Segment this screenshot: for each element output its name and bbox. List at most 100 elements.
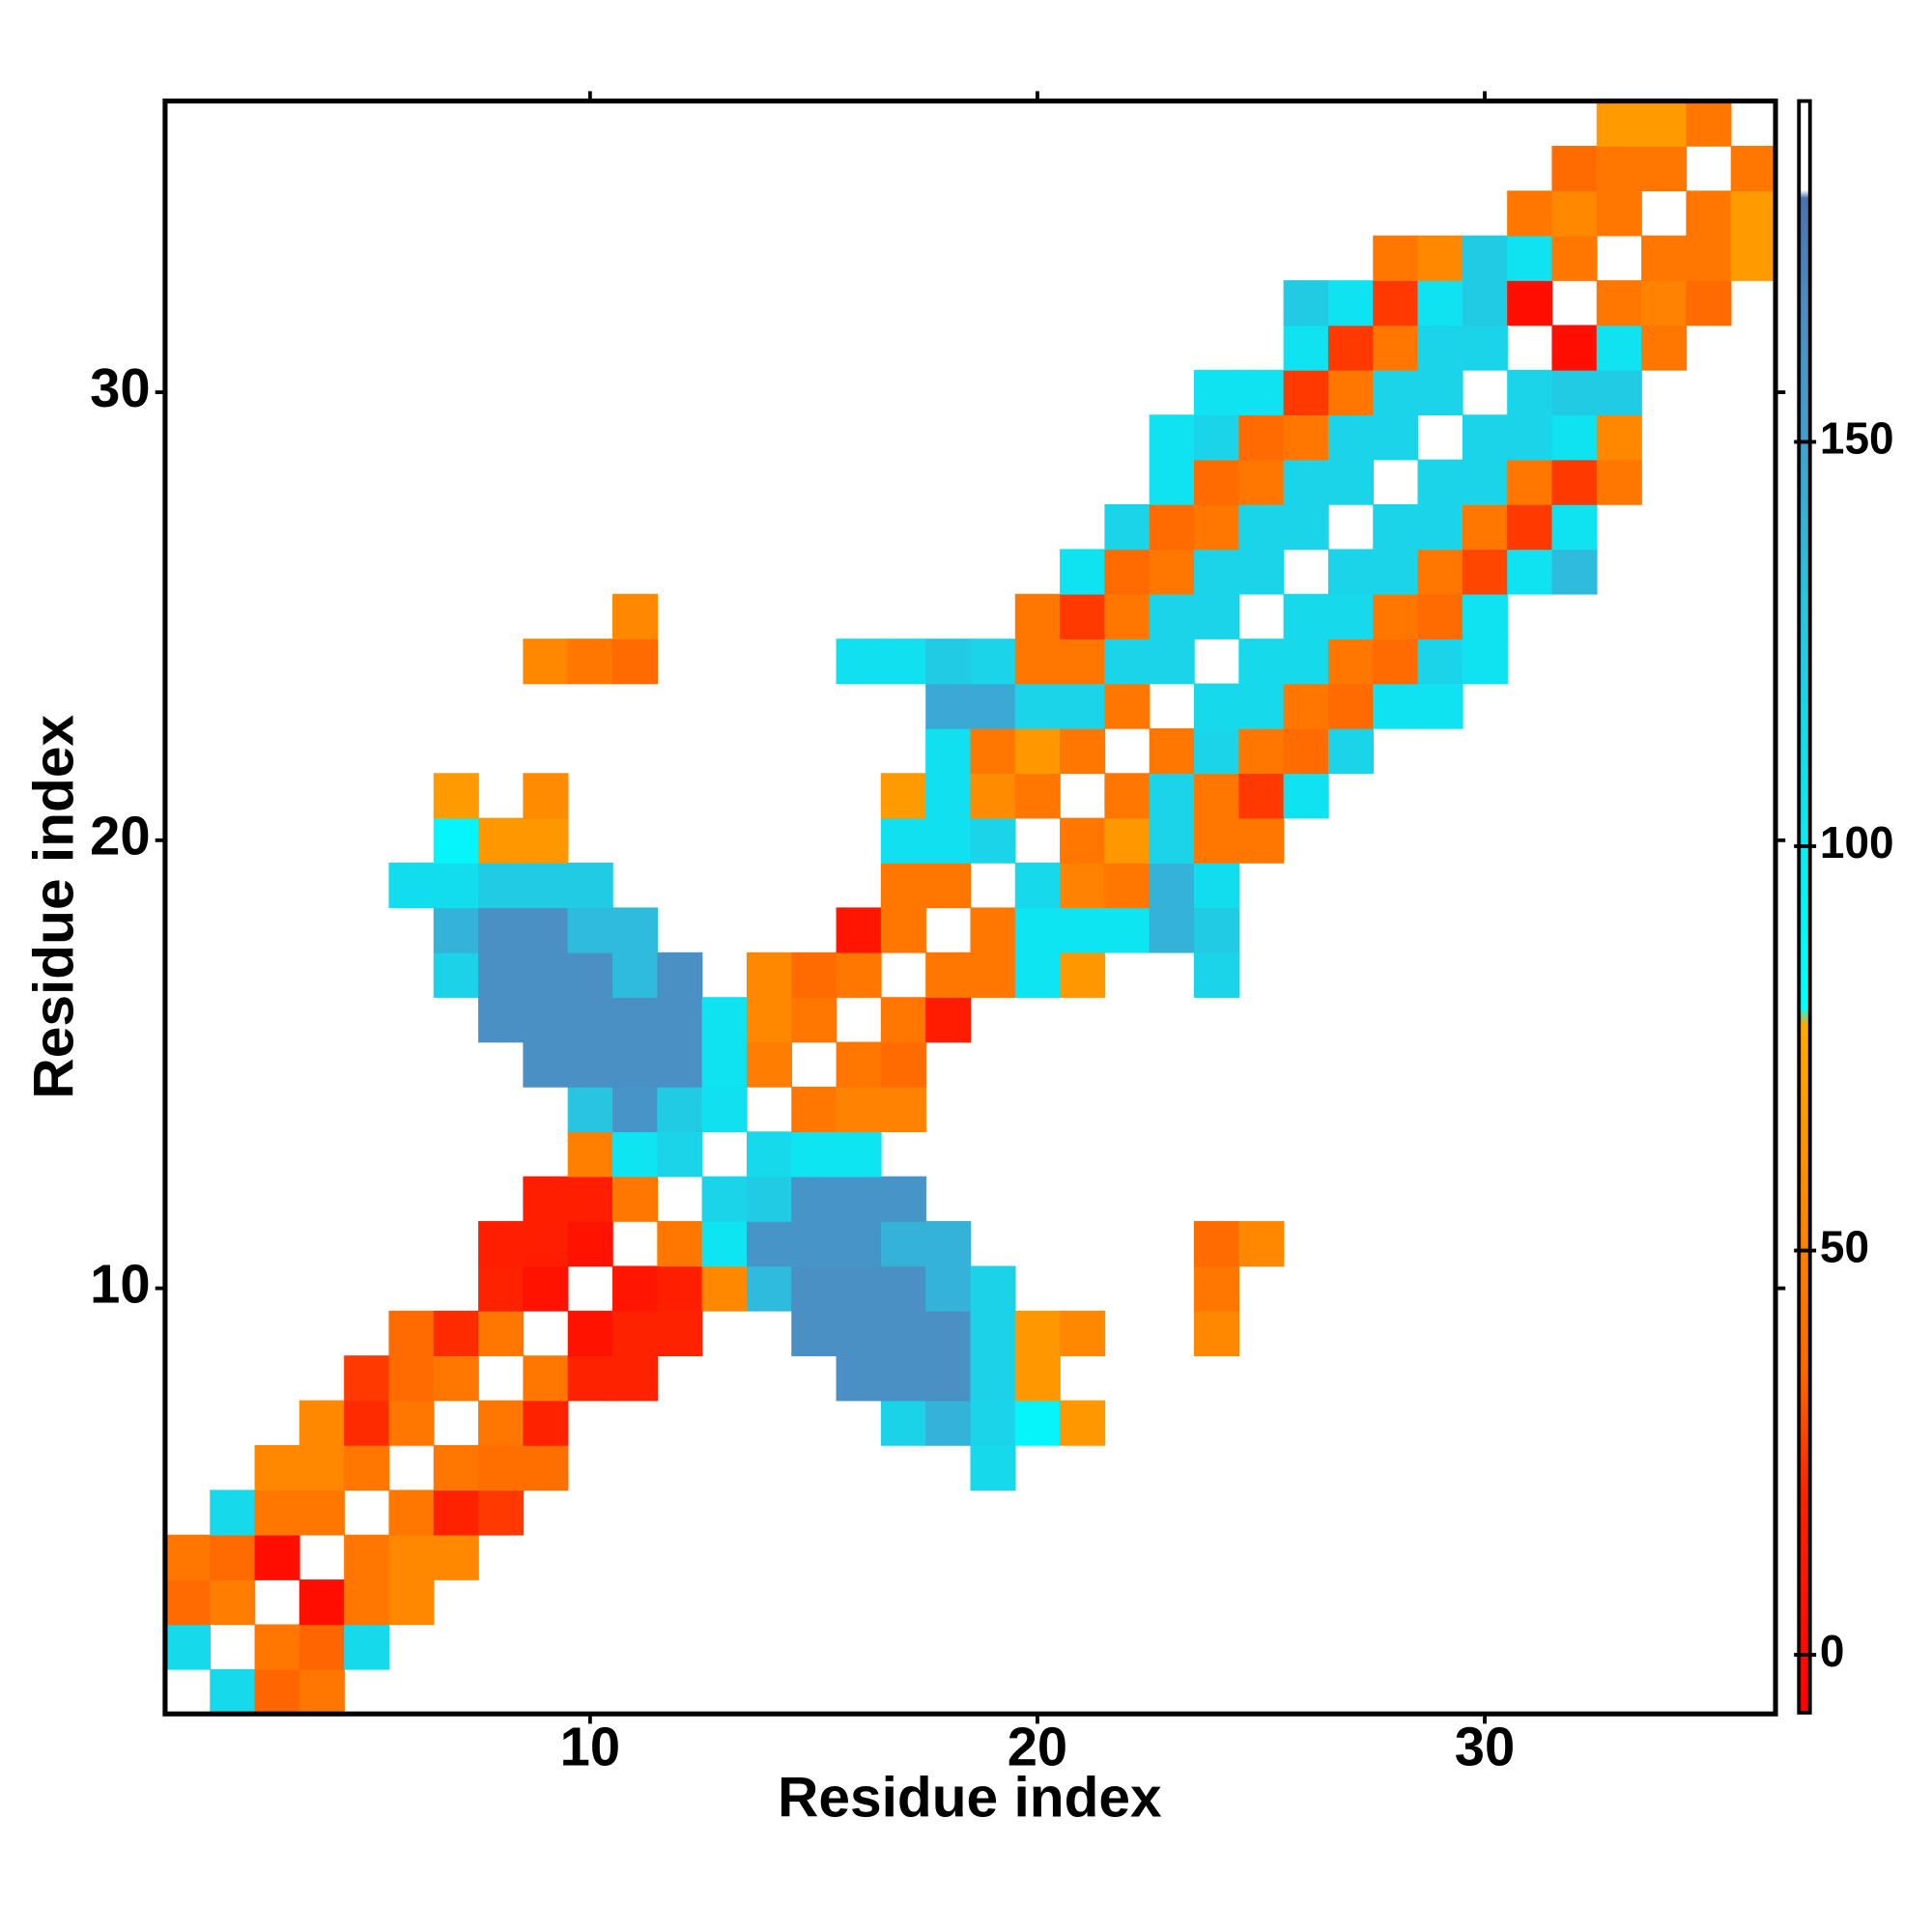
heatmap-cell [1014,907,1061,953]
heatmap-cell [836,1310,882,1356]
heatmap-cell [657,1131,703,1178]
heatmap-cell [657,1041,703,1088]
heatmap-cell [880,1176,926,1222]
heatmap-cell [567,1355,613,1402]
heatmap-cell [1507,414,1553,461]
heatmap-cell [1641,145,1688,192]
heatmap-cell [1149,414,1195,461]
heatmap-cell [925,1355,972,1402]
heatmap-cell [1194,817,1240,864]
heatmap-cell [1462,459,1508,505]
heatmap-cell [523,1176,569,1222]
heatmap-cell [746,1176,792,1222]
heatmap-cell [1730,190,1776,237]
heatmap-cell [925,1221,972,1267]
heatmap-cell [1373,235,1419,281]
heatmap-cell [746,1221,792,1267]
heatmap-cell [254,1668,300,1715]
heatmap-cell [1417,235,1463,281]
heatmap-cell [1194,1310,1240,1356]
heatmap-cell [611,1176,659,1222]
heatmap-cell [880,817,926,864]
heatmap-cell [1551,190,1598,237]
heatmap-cell [970,639,1016,685]
heatmap-cell [791,952,838,998]
heatmap-cell [791,1131,838,1178]
heatmap-cell [1238,504,1285,551]
heatmap-cell [1373,369,1419,416]
heatmap-cell [1283,773,1329,819]
heatmap-cell [254,1444,300,1492]
heatmap-cell [970,952,1016,998]
heatmap-cell [567,1086,613,1133]
heatmap-cell [478,1265,525,1312]
heatmap-cell [657,1265,703,1312]
heatmap-cell [523,817,569,864]
heatmap-cell [657,952,703,998]
heatmap-cell [1641,235,1688,281]
heatmap-cell [1014,952,1061,998]
heatmap-cell [1507,235,1553,281]
heatmap-cell [611,1310,659,1356]
heatmap-cell [478,817,525,864]
heatmap-cell [836,952,882,998]
heatmap-cell [791,1086,838,1133]
heatmap-cell [1373,280,1419,327]
heatmap-cell [1417,683,1463,729]
heatmap-cell [1194,593,1240,639]
heatmap-cell [1283,683,1329,729]
heatmap-cell [1014,593,1061,639]
heatmap-cell [1596,369,1642,416]
heatmap-cell [1551,325,1598,371]
heatmap-cell [1194,459,1240,505]
heatmap-cell [210,1579,256,1626]
heatmap-cell [388,863,435,909]
heatmap-cell [1194,773,1240,819]
heatmap-cell [1507,280,1553,327]
heatmap-cell [1149,593,1195,639]
heatmap-cell [611,1041,659,1088]
heatmap-cell [478,1400,525,1446]
heatmap-cell [925,863,972,909]
heatmap-cell [1014,683,1061,729]
heatmap-cell [1417,325,1463,371]
heatmap-cell [1373,683,1419,729]
heatmap-cell [1283,414,1329,461]
heatmap-cell [1507,504,1553,551]
heatmap-cell [254,1490,300,1536]
colorbar [1797,99,1812,1715]
heatmap-cell [478,907,525,953]
heatmap-cell [1238,817,1285,864]
heatmap-cell [567,997,613,1043]
heatmap-cell [791,1265,838,1312]
heatmap-cell [746,997,792,1043]
heatmap-cell [880,1310,926,1356]
heatmap-cell [1194,504,1240,551]
heatmap-cell [1373,549,1419,595]
heatmap-cell [1686,190,1732,237]
heatmap-cell [1238,459,1285,505]
heatmap-cell [1014,773,1061,819]
heatmap-cell [701,1176,748,1222]
heatmap-cell [164,1534,211,1580]
heatmap-cell [1730,145,1776,192]
heatmap-cell [1417,549,1463,595]
heatmap-cell [1551,459,1598,505]
heatmap-cell [791,1176,838,1222]
heatmap-cell [925,1310,972,1356]
heatmap-cell [1551,369,1598,416]
heatmap-cell [1730,235,1776,281]
heatmap-cell [1327,683,1375,729]
heatmap-cell [1327,593,1375,639]
heatmap-cell [523,952,569,998]
heatmap-cell [1238,369,1285,416]
heatmap-cell [344,1579,390,1626]
colorbar-tick-label: 150 [1820,413,1894,464]
heatmap-cell [433,1310,479,1356]
heatmap-cell [433,817,479,864]
heatmap-cell [925,952,972,998]
heatmap-cell [567,1221,613,1267]
heatmap-cell [1462,549,1508,595]
heatmap-cell [1104,863,1151,909]
heatmap-cell [567,1176,613,1222]
